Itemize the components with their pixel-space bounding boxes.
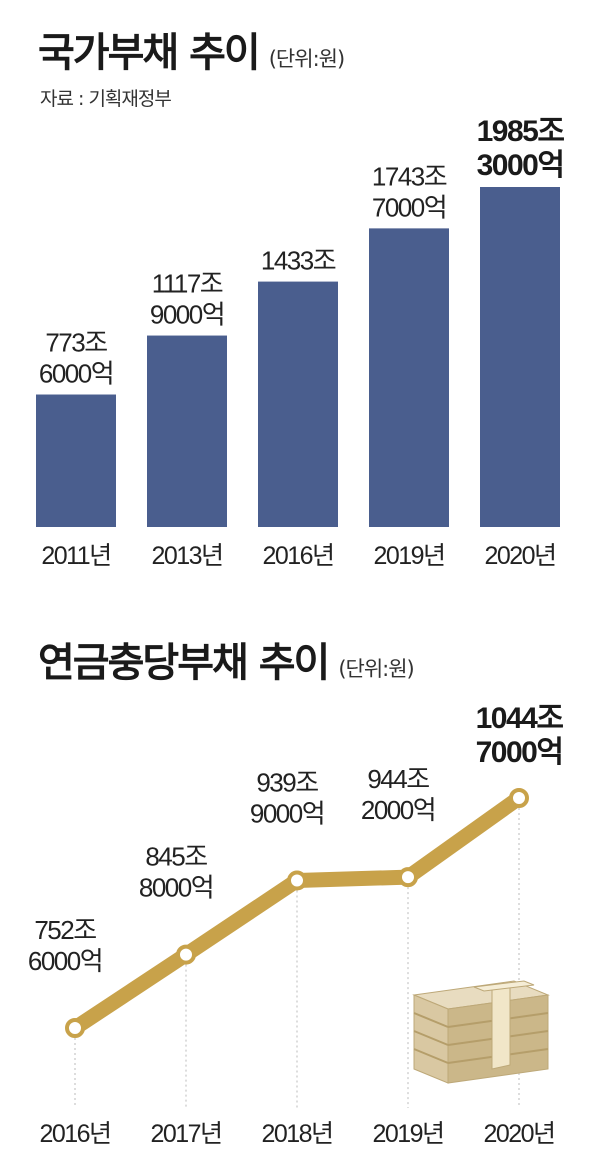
x-tick-label: 2020년 bbox=[484, 542, 555, 570]
bar-value-label: 1743조 bbox=[372, 161, 447, 191]
data-point bbox=[287, 870, 307, 891]
point-value-label: 8000억 bbox=[139, 873, 213, 903]
debt-chart-title: 국가부채 추이 (단위:원) bbox=[38, 20, 345, 78]
point-value-label: 845조 bbox=[145, 842, 207, 872]
data-point bbox=[509, 788, 529, 808]
x-tick-label: 2018년 bbox=[261, 1120, 332, 1148]
bar-value-label: 1433조 bbox=[261, 246, 336, 276]
pension-unit-label: (단위:원) bbox=[338, 657, 414, 681]
bar-value-label: 6000억 bbox=[39, 359, 113, 389]
x-tick-label: 2013년 bbox=[151, 542, 222, 570]
pension-chart-title: 연금충당부채 추이 (단위:원) bbox=[38, 630, 415, 688]
point-value-label: 752조 bbox=[34, 915, 96, 945]
bar-value-label: 3000억 bbox=[477, 149, 564, 182]
x-tick-label: 2016년 bbox=[39, 1120, 110, 1148]
bar-value-label: 7000억 bbox=[372, 192, 446, 222]
point-value-label: 7000억 bbox=[476, 736, 563, 769]
data-point bbox=[398, 867, 418, 888]
debt-source-label: 자료 : 기획재정부 bbox=[40, 88, 172, 110]
bar-2020년 bbox=[480, 187, 560, 527]
bar-value-label: 1117조 bbox=[152, 269, 223, 299]
bar-2013년 bbox=[147, 335, 227, 527]
point-value-label: 944조 bbox=[367, 764, 429, 794]
bar-value-label: 9000억 bbox=[150, 300, 224, 330]
bar-value-label: 1985조 bbox=[477, 115, 565, 148]
data-point bbox=[176, 944, 196, 965]
x-tick-label: 2019년 bbox=[372, 1120, 443, 1148]
bar-2019년 bbox=[369, 228, 449, 528]
x-tick-label: 2020년 bbox=[483, 1120, 554, 1148]
x-tick-label: 2017년 bbox=[150, 1120, 221, 1148]
point-value-label: 2000억 bbox=[361, 795, 435, 825]
pension-title-text: 연금충당부채 추이 bbox=[38, 640, 330, 686]
point-value-label: 6000억 bbox=[28, 946, 102, 976]
x-tick-label: 2011년 bbox=[41, 542, 110, 570]
data-point bbox=[65, 1018, 85, 1038]
bar-value-label: 773조 bbox=[45, 328, 107, 358]
x-tick-label: 2019년 bbox=[373, 542, 444, 570]
point-value-label: 9000억 bbox=[250, 799, 324, 829]
bar-2011년 bbox=[36, 394, 116, 527]
debt-title-text: 국가부채 추이 bbox=[38, 30, 261, 76]
point-value-label: 939조 bbox=[256, 768, 318, 798]
x-tick-label: 2016년 bbox=[262, 542, 333, 570]
point-value-label: 1044조 bbox=[476, 702, 564, 735]
money-stack-icon bbox=[412, 980, 550, 1084]
bar-2016년 bbox=[258, 281, 338, 527]
debt-unit-label: (단위:원) bbox=[268, 47, 345, 71]
